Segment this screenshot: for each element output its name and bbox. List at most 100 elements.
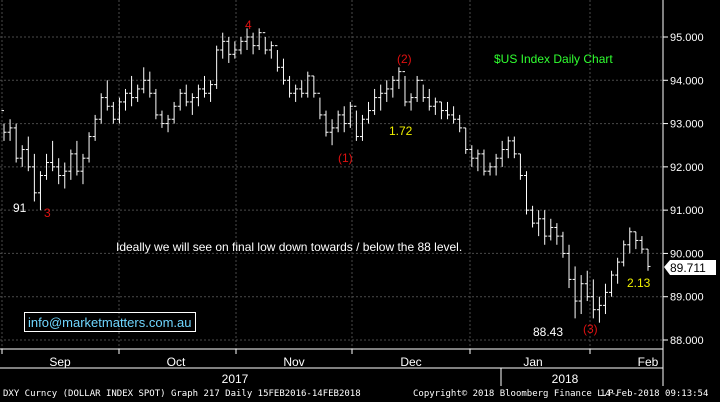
ohlc-bar (135, 84, 141, 102)
year-labels: 2017 2018 (222, 372, 579, 386)
footer-copyright: Copyright© 2018 Bloomberg Finance L.P. (413, 389, 619, 399)
ohlc-bar (165, 114, 171, 133)
ohlc-bar (123, 88, 129, 111)
price-bars (1, 28, 651, 323)
ohlc-bar (341, 106, 347, 133)
ohlc-bar (378, 84, 384, 111)
year-label: 2017 (222, 372, 249, 386)
ohlc-bar (141, 67, 147, 94)
annotation-wave-3-sep: 3 (44, 206, 51, 220)
ohlc-bar (129, 75, 135, 107)
ohlc-bar (445, 101, 451, 120)
ohlc-bar (530, 205, 536, 228)
year-label: 2018 (552, 372, 579, 386)
ohlc-bar (171, 101, 177, 124)
ohlc-bar (426, 88, 432, 111)
ohlc-bar (256, 28, 262, 50)
ohlc-bar (590, 279, 596, 319)
ohlc-bar (86, 132, 92, 163)
ohlc-bar (554, 223, 560, 245)
month-labels: Sep Oct Nov Dec Jan Feb (1, 349, 659, 369)
ohlc-bar (414, 75, 420, 102)
last-price-label: 89.711 (670, 261, 706, 275)
annotation-88-43: 88.43 (533, 325, 563, 339)
annotation-wave-2: (2) (397, 52, 412, 66)
ohlc-bar (408, 93, 414, 111)
ohlc-bar (457, 114, 463, 133)
plot-background (0, 0, 720, 386)
ohlc-bar (560, 231, 566, 258)
last-price-marker: 89.711 (664, 260, 716, 275)
annotation-1-72: 1.72 (389, 124, 413, 138)
ohlc-bar (584, 270, 590, 302)
ohlc-bar (232, 41, 238, 59)
ohlc-bar (505, 136, 511, 159)
annotation-comment: Ideally we will see on final low down to… (116, 240, 462, 254)
ohlc-bar (226, 37, 232, 63)
ohlc-bar (366, 101, 372, 124)
annotations: 91 3 4 (1) (2) 1.72 $US Index Daily Char… (13, 18, 651, 339)
month-label: Oct (167, 355, 186, 369)
y-tick-label: 95.000 (670, 32, 704, 44)
ohlc-bar (438, 101, 444, 120)
ohlc-bar (238, 37, 244, 55)
ohlc-bar (280, 58, 286, 85)
ohlc-bar (402, 71, 408, 107)
annotation-wave-3-jan: (3) (583, 322, 598, 336)
ohlc-bar (645, 248, 651, 271)
ohlc-bar (110, 101, 116, 124)
annotation-91: 91 (13, 201, 27, 215)
ohlc-bar (615, 257, 621, 284)
ohlc-bar (287, 75, 293, 98)
ohlc-bar (189, 93, 195, 115)
ohlc-bar (220, 32, 226, 59)
y-tick-labels: 95.000 94.000 93.000 92.000 91.000 90.000 89.0… (663, 32, 704, 347)
ohlc-bar (542, 210, 548, 245)
ohlc-bar (262, 32, 268, 55)
ohlc-bar (499, 140, 505, 167)
ohlc-bar (25, 136, 31, 172)
ohlc-bar (177, 88, 183, 111)
y-tick-label: 93.000 (670, 119, 704, 131)
ohlc-bar (335, 110, 341, 133)
ohlc-bar (329, 119, 335, 146)
ohlc-bar (390, 75, 396, 98)
ohlc-bar (384, 80, 390, 102)
ohlc-bar (311, 75, 317, 98)
ohlc-bar (104, 80, 110, 111)
ohlc-bar (432, 97, 438, 115)
ohlc-bar (487, 162, 493, 176)
ohlc-bar (596, 296, 602, 323)
ohlc-bar (633, 231, 639, 250)
ohlc-bar (609, 270, 615, 297)
ohlc-bar (44, 153, 50, 180)
ohlc-bar (469, 145, 475, 167)
ohlc-bar (481, 149, 487, 176)
y-tick-label: 94.000 (670, 75, 704, 87)
footer-security: DXY Curncy (DOLLAR INDEX SPOT) Graph 217… (3, 389, 361, 399)
month-label: Dec (400, 355, 421, 369)
ohlc-bar (31, 153, 37, 202)
ohlc-bar (116, 97, 122, 124)
ohlc-bar (19, 145, 25, 167)
email-link[interactable]: info@marketmatters.com.au (28, 315, 192, 330)
ohlc-bar (317, 92, 323, 120)
ohlc-bar (183, 84, 189, 107)
ohlc-bar (493, 153, 499, 176)
ohlc-bar (372, 88, 378, 115)
footer: DXY Curncy (DOLLAR INDEX SPOT) Graph 217… (0, 386, 720, 402)
ohlc-bar (548, 218, 554, 241)
ohlc-bar (536, 210, 542, 237)
y-tick-label: 91.000 (670, 205, 704, 217)
annotation-wave-4: 4 (245, 18, 252, 32)
ohlc-bar (396, 67, 402, 89)
ohlc-bar (511, 136, 517, 159)
month-label: Jan (523, 355, 542, 369)
ohlc-bar (359, 114, 365, 141)
ohlc-bar (159, 110, 165, 128)
ohlc-bar (208, 80, 214, 102)
month-label: Feb (638, 355, 659, 369)
ohlc-bar (98, 93, 104, 124)
ohlc-bar (92, 114, 98, 141)
